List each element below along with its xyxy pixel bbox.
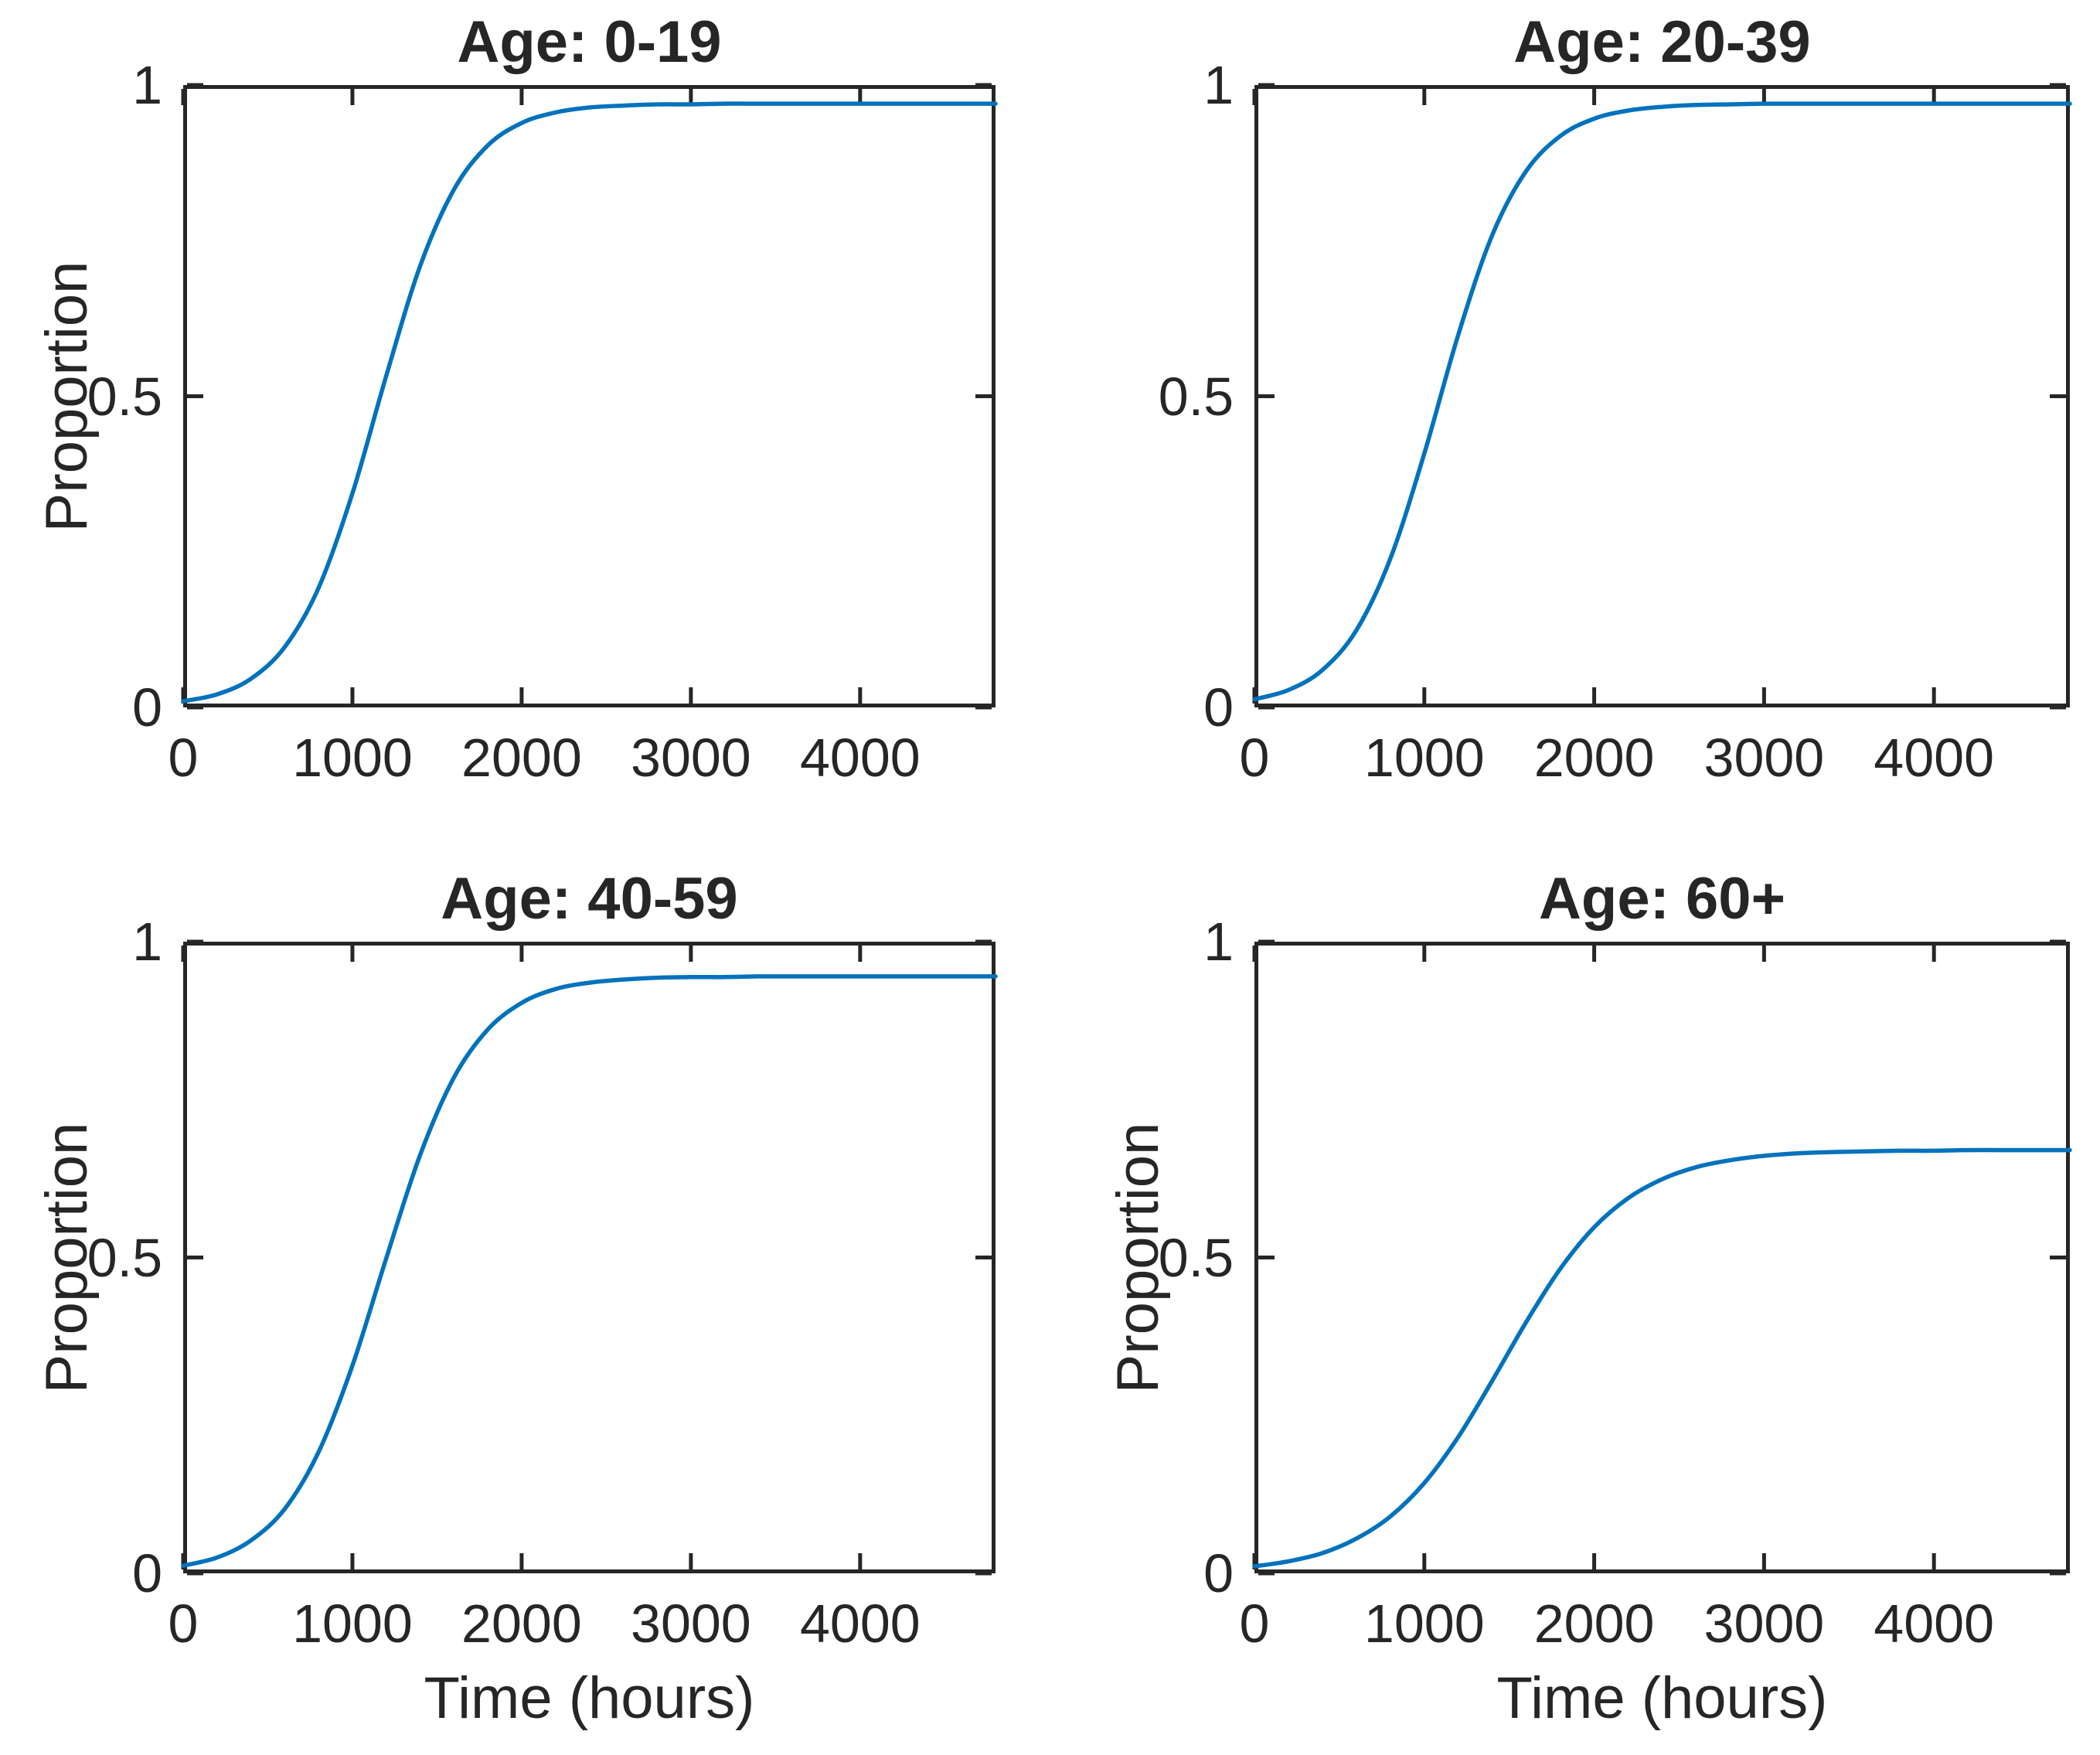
x-tick-label: 3000: [1703, 728, 1825, 788]
x-axis-label: Time (hours): [424, 1665, 755, 1731]
x-tick-label: 2000: [461, 728, 582, 788]
y-tick-label: 1: [1203, 912, 1234, 972]
x-tick-label: 1000: [292, 728, 413, 788]
subplot-age-0-19: Age: 0-19 Proportion 0 1000 2000 3000 4000 0 0…: [34, 13, 998, 785]
axes-box: [183, 942, 996, 1573]
x-tick-label: 4000: [1874, 728, 1995, 788]
x-tick-label: 3000: [1703, 1593, 1825, 1654]
y-tick-label: 0.5: [87, 366, 162, 427]
proportion-curve: [1252, 101, 2072, 702]
y-tick-label: 0: [132, 1543, 162, 1603]
x-tick-label: 2000: [1533, 728, 1655, 788]
plot-title: Age: 0-19: [457, 9, 722, 75]
plot-title: Age: 20-39: [1513, 9, 1811, 75]
x-tick-label: 4000: [799, 728, 921, 788]
axes-box: [1254, 942, 2070, 1573]
y-tick-label: 0.5: [1158, 366, 1234, 427]
x-tick-label: 0: [168, 728, 199, 788]
x-tick-label: 3000: [631, 728, 751, 788]
y-tick-label: 0: [132, 677, 162, 738]
x-tick-label: 1000: [292, 1593, 413, 1654]
plot-area: [181, 83, 998, 710]
y-tick-label: 1: [132, 912, 162, 972]
y-tick-label: 0: [1203, 1543, 1234, 1603]
plot-area: [1252, 939, 2072, 1576]
x-tick-label: 2000: [461, 1593, 582, 1654]
x-tick-label: 1000: [1363, 1593, 1485, 1654]
subplot-age-40-59: Age: 40-59 Proportion Time (hours) 0 1000…: [34, 870, 998, 1728]
x-tick-label: 0: [1239, 728, 1270, 788]
y-tick-label: 1: [132, 55, 162, 115]
subplot-age-60-plus: Age: 60+ Proportion Time (hours) 0 1000 20…: [1105, 870, 2072, 1728]
tick-marks: [1252, 939, 2066, 1576]
plot-title: Age: 60+: [1539, 866, 1785, 932]
axes-box: [183, 85, 996, 707]
x-tick-label: 2000: [1533, 1593, 1655, 1654]
proportion-curve: [1252, 1147, 2072, 1569]
y-tick-label: 0: [1203, 677, 1234, 738]
y-tick-label: 1: [1203, 55, 1234, 115]
y-tick-label: 0.5: [87, 1227, 162, 1288]
x-tick-label: 4000: [1874, 1593, 1995, 1654]
tick-marks: [1252, 83, 2066, 710]
x-tick-label: 0: [1239, 1593, 1270, 1654]
x-axis-label: Time (hours): [1496, 1665, 1828, 1731]
plot-area: [1252, 83, 2072, 710]
x-tick-label: 1000: [1363, 728, 1485, 788]
tick-marks: [181, 939, 992, 1576]
y-tick-label: 0.5: [1158, 1227, 1234, 1288]
x-tick-label: 4000: [799, 1593, 921, 1654]
proportion-curve: [181, 974, 998, 1568]
plot-area: [181, 939, 998, 1576]
x-tick-label: 3000: [631, 1593, 751, 1654]
proportion-curve: [181, 101, 998, 704]
x-tick-label: 0: [168, 1593, 199, 1654]
subplot-age-20-39: Age: 20-39 0 1000 2000 3000 4000 0 0.5 1: [1159, 13, 2072, 785]
plot-title: Age: 40-59: [441, 866, 738, 932]
axes-box: [1254, 85, 2070, 707]
